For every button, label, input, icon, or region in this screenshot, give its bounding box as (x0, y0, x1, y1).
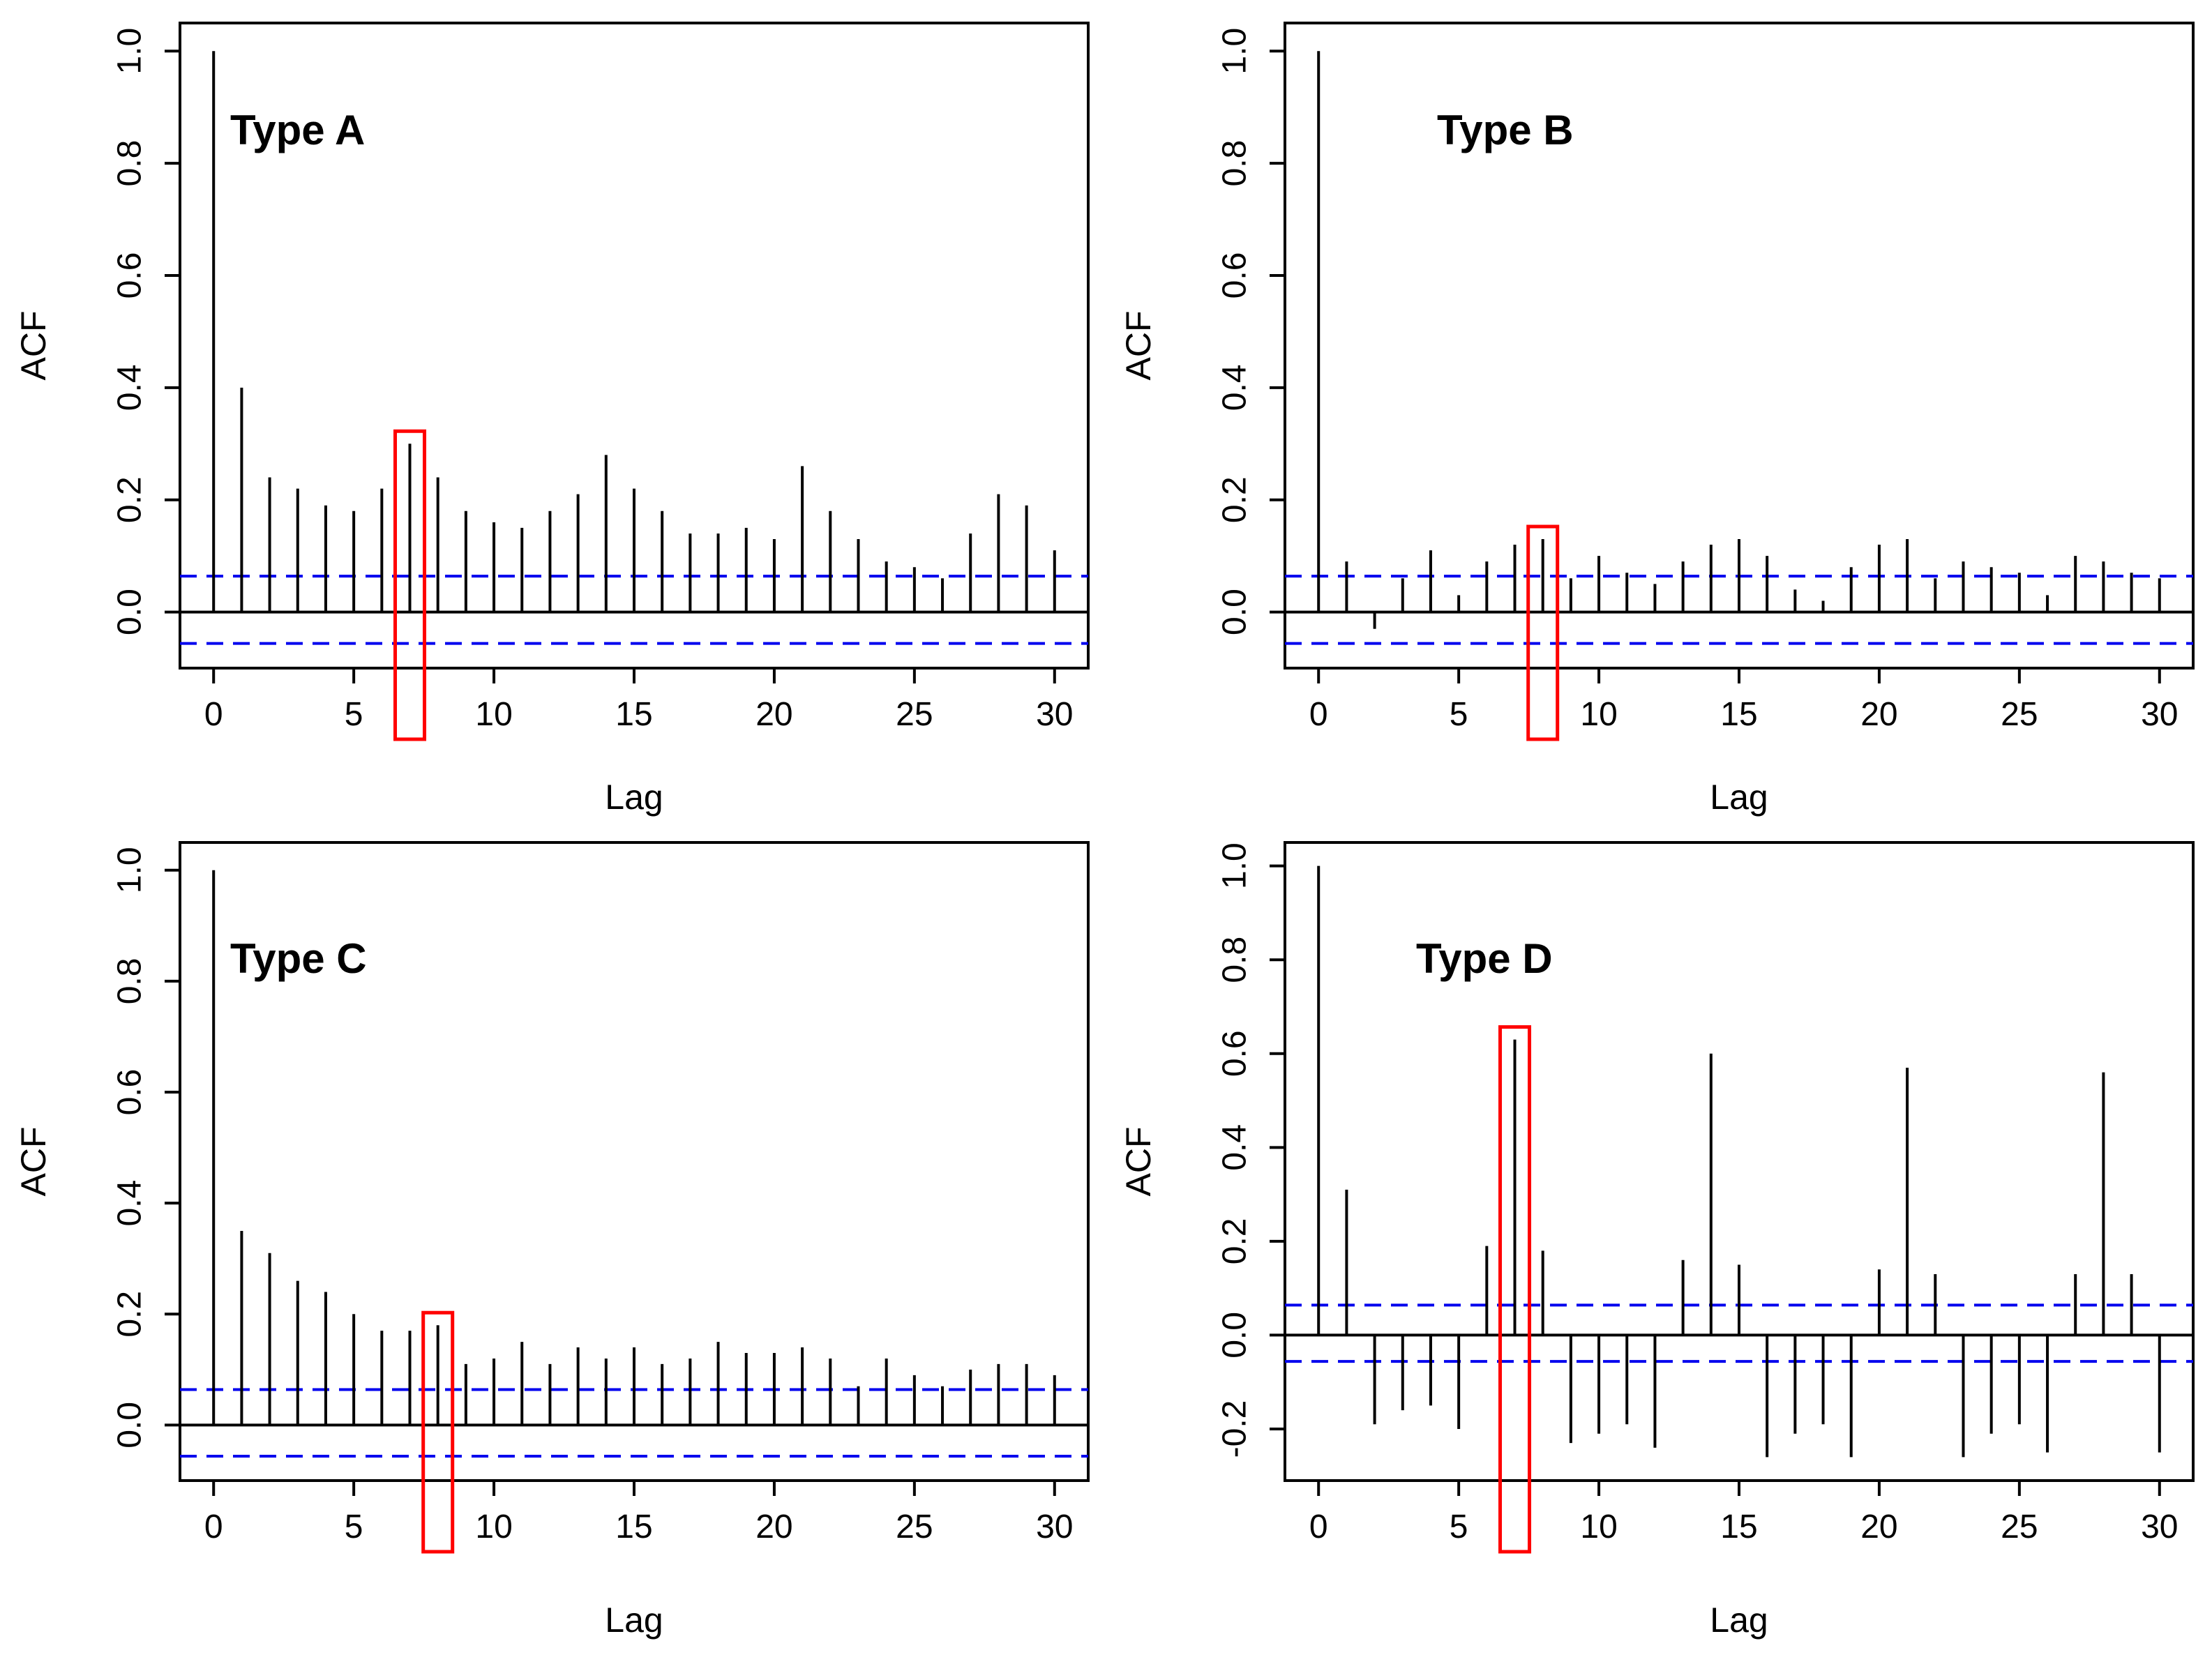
y-tick-label: 0.2 (1217, 1218, 1254, 1265)
x-tick-label: 30 (2141, 1508, 2178, 1545)
y-tick-label: 0.0 (1217, 1312, 1254, 1359)
x-tick-label: 0 (1309, 696, 1328, 733)
y-axis-label: ACF (1119, 1127, 1158, 1197)
x-tick-label: 25 (896, 1508, 933, 1545)
y-tick-label: -0.2 (1217, 1400, 1254, 1458)
x-axis-label: Lag (1710, 778, 1768, 817)
x-tick-label: 0 (1309, 1508, 1328, 1545)
x-tick-label: 20 (755, 696, 792, 733)
x-tick-label: 25 (2001, 1508, 2038, 1545)
y-tick-label: 0.0 (112, 589, 149, 635)
x-tick-label: 25 (2001, 696, 2038, 733)
y-tick-label: 0.6 (112, 1069, 149, 1116)
x-axis-label: Lag (1710, 1601, 1768, 1640)
y-tick-label: 0.8 (1217, 937, 1254, 983)
x-tick-label: 20 (755, 1508, 792, 1545)
panel-title: Type A (230, 107, 365, 153)
panel-title: Type B (1437, 107, 1574, 153)
y-tick-label: 0.6 (1217, 252, 1254, 299)
acf-panel-type-b: 0 5 10 15 20 25 30 0.0 0.2 0.4 0.6 0.8 1.0 Lag ACF Type… (1119, 22, 2195, 817)
x-tick-label: 30 (1036, 1508, 1073, 1545)
y-tick-label: 0.8 (112, 140, 149, 187)
y-tick-label: 0.2 (112, 476, 149, 523)
y-tick-label: 0.0 (1217, 589, 1254, 635)
x-tick-label: 20 (1860, 1508, 1897, 1545)
y-tick-label: 0.6 (112, 252, 149, 299)
x-axis-label: Lag (605, 1601, 663, 1640)
x-tick-label: 15 (615, 696, 652, 733)
x-tick-label: 5 (1450, 696, 1468, 733)
y-tick-label: 0.4 (1217, 364, 1254, 411)
y-tick-label: 1.0 (1217, 28, 1254, 75)
x-axis-label: Lag (605, 778, 663, 817)
y-tick-label: 1.0 (1217, 842, 1254, 889)
highlight-box (393, 429, 427, 741)
acf-panel-type-c: 0 5 10 15 20 25 30 0.0 0.2 0.4 0.6 0.8 1.0 Lag ACF Type… (14, 841, 1090, 1640)
highlight-box (1498, 1025, 1532, 1554)
acf-panel-type-d: 0 5 10 15 20 25 30 -0.2 0.0 0.2 0.4 0.6 0.8 1.0 Lag ACF… (1119, 841, 2195, 1640)
x-tick-label: 10 (475, 1508, 512, 1545)
x-tick-label: 30 (2141, 696, 2178, 733)
x-tick-label: 10 (1580, 1508, 1617, 1545)
y-tick-label: 0.4 (1217, 1124, 1254, 1171)
y-tick-label: 1.0 (112, 847, 149, 893)
x-tick-label: 15 (615, 1508, 652, 1545)
y-tick-label: 0.6 (1217, 1030, 1254, 1077)
y-axis-label: ACF (1119, 311, 1158, 381)
y-tick-label: 0.4 (112, 364, 149, 411)
acf-panel-type-a: 0 5 10 15 20 25 30 0.0 0.2 0.4 0.6 0.8 1.0 Lag ACF Type… (14, 22, 1090, 817)
panel-title: Type C (230, 935, 367, 982)
highlight-box (1526, 524, 1560, 741)
highlight-box (421, 1310, 455, 1554)
y-tick-label: 0.0 (112, 1402, 149, 1449)
y-axis-label: ACF (14, 311, 53, 381)
x-tick-label: 5 (345, 1508, 363, 1545)
x-tick-label: 20 (1860, 696, 1897, 733)
x-tick-label: 15 (1720, 1508, 1757, 1545)
y-tick-label: 0.4 (112, 1180, 149, 1227)
x-tick-label: 25 (896, 696, 933, 733)
x-tick-label: 30 (1036, 696, 1073, 733)
x-tick-label: 0 (204, 696, 223, 733)
y-tick-label: 1.0 (112, 28, 149, 75)
panel-title: Type D (1416, 935, 1553, 982)
y-tick-label: 0.8 (112, 958, 149, 1005)
y-axis-label: ACF (14, 1127, 53, 1197)
y-tick-label: 0.2 (1217, 476, 1254, 523)
x-tick-label: 15 (1720, 696, 1757, 733)
x-tick-label: 5 (1450, 1508, 1468, 1545)
x-tick-label: 5 (345, 696, 363, 733)
x-tick-label: 10 (1580, 696, 1617, 733)
x-tick-label: 10 (475, 696, 512, 733)
y-tick-label: 0.2 (112, 1291, 149, 1338)
y-tick-label: 0.8 (1217, 140, 1254, 187)
x-tick-label: 0 (204, 1508, 223, 1545)
